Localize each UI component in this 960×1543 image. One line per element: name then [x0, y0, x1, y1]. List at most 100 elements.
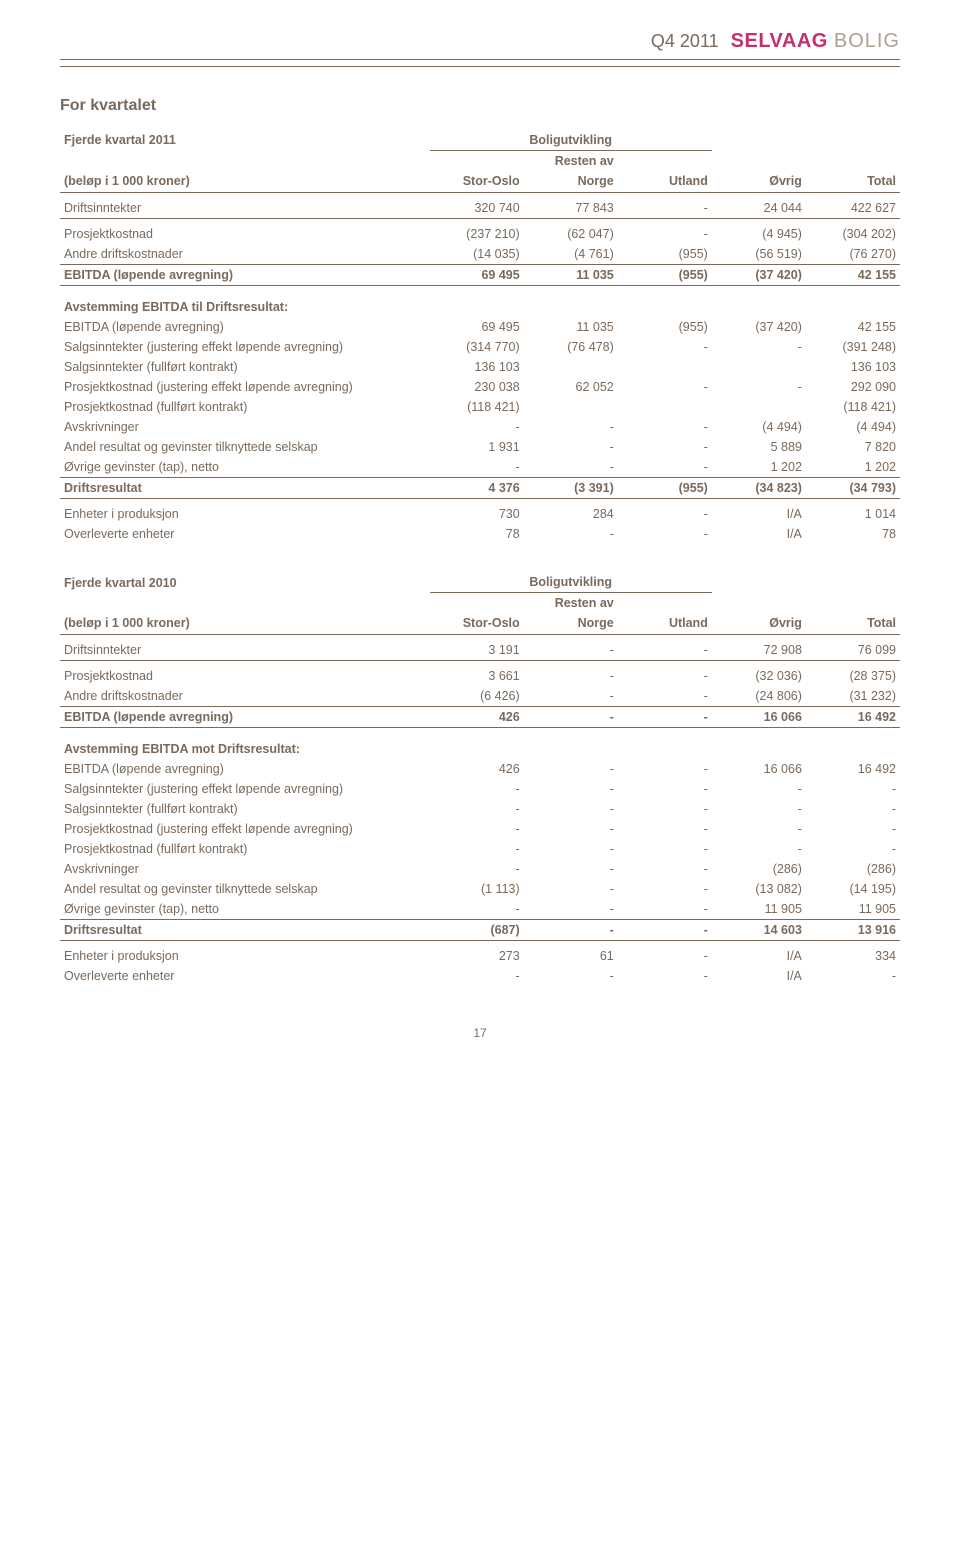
cell: 16 066	[712, 759, 806, 779]
cell: (62 047)	[524, 218, 618, 244]
cell: (14 035)	[430, 244, 524, 265]
cell: 69 495	[430, 264, 524, 285]
row-label: Prosjektkostnad (justering effekt løpend…	[60, 377, 430, 397]
row-label: Driftsresultat	[60, 920, 430, 941]
cell: 11 905	[712, 899, 806, 920]
table-row: Driftsinntekter3 191--72 90876 099	[60, 635, 900, 661]
cell: 730	[430, 498, 524, 524]
cell: -	[618, 686, 712, 707]
cell: (34 823)	[712, 477, 806, 498]
cell: -	[712, 779, 806, 799]
col-c2-top: Resten av	[524, 593, 618, 614]
table-row: Avskrivninger---(286)(286)	[60, 859, 900, 879]
cell: 11 035	[524, 317, 618, 337]
cell: 13 916	[806, 920, 900, 941]
table-row: Overleverte enheter---I/A-	[60, 966, 900, 986]
row-label: Avskrivninger	[60, 859, 430, 879]
row-label: Salgsinntekter (fullført kontrakt)	[60, 357, 430, 377]
row-label: Prosjektkostnad (justering effekt løpend…	[60, 819, 430, 839]
cell: -	[430, 859, 524, 879]
cell: -	[712, 377, 806, 397]
cell: (955)	[618, 477, 712, 498]
cell: (76 270)	[806, 244, 900, 265]
logo-bolig: BOLIG	[834, 30, 900, 53]
cell: (34 793)	[806, 477, 900, 498]
cell: (286)	[712, 859, 806, 879]
cell: (955)	[618, 264, 712, 285]
logo: SELVAAG BOLIG	[731, 30, 900, 53]
col-group: Boligutvikling	[430, 570, 712, 593]
cell	[712, 357, 806, 377]
cell: (118 421)	[806, 397, 900, 417]
cell: (3 391)	[524, 477, 618, 498]
col-c5: Total	[806, 171, 900, 193]
cell: -	[618, 899, 712, 920]
cell: 3 191	[430, 635, 524, 661]
cell: -	[430, 899, 524, 920]
cell: 24 044	[712, 192, 806, 218]
table-row: Andel resultat og gevinster tilknyttede …	[60, 879, 900, 899]
cell: 136 103	[806, 357, 900, 377]
table-row: Enheter i produksjon27361-I/A334	[60, 941, 900, 967]
cell: 11 905	[806, 899, 900, 920]
cell: (24 806)	[712, 686, 806, 707]
cell: -	[524, 819, 618, 839]
cell	[618, 285, 712, 317]
logo-selvaag: SELVAAG	[731, 30, 828, 53]
cell: -	[712, 337, 806, 357]
table-row: EBITDA (løpende avregning)69 49511 035(9…	[60, 264, 900, 285]
col-group: Boligutvikling	[430, 127, 712, 150]
cell: (37 420)	[712, 264, 806, 285]
cell: (4 945)	[712, 218, 806, 244]
row-label: Enheter i produksjon	[60, 498, 430, 524]
cell: 62 052	[524, 377, 618, 397]
row-label: Øvrige gevinster (tap), netto	[60, 457, 430, 478]
row-label: Øvrige gevinster (tap), netto	[60, 899, 430, 920]
table-row: Prosjektkostnad (fullført kontrakt)(118 …	[60, 397, 900, 417]
table-row: EBITDA (løpende avregning)426--16 06616 …	[60, 759, 900, 779]
cell: 11 035	[524, 264, 618, 285]
row-label: Driftsinntekter	[60, 192, 430, 218]
cell: (286)	[806, 859, 900, 879]
cell: (955)	[618, 244, 712, 265]
cell: (955)	[618, 317, 712, 337]
col-c3: Utland	[618, 171, 712, 193]
cell: -	[430, 966, 524, 986]
cell: -	[430, 457, 524, 478]
row-label: Overleverte enheter	[60, 966, 430, 986]
cell: -	[806, 779, 900, 799]
cell: 16 492	[806, 707, 900, 728]
cell: -	[618, 417, 712, 437]
cell: (13 082)	[712, 879, 806, 899]
cell: I/A	[712, 498, 806, 524]
cell	[712, 285, 806, 317]
cell: -	[618, 819, 712, 839]
cell: -	[806, 839, 900, 859]
table-row: EBITDA (løpende avregning)426--16 06616 …	[60, 707, 900, 728]
cell	[524, 285, 618, 317]
cell: 422 627	[806, 192, 900, 218]
section-title: For kvartalet	[60, 97, 900, 115]
table-row: Avstemming EBITDA til Driftsresultat:	[60, 285, 900, 317]
col-c5: Total	[806, 613, 900, 635]
table-row: Salgsinntekter (fullført kontrakt)-----	[60, 799, 900, 819]
row-label: EBITDA (løpende avregning)	[60, 317, 430, 337]
cell: -	[618, 457, 712, 478]
cell	[618, 357, 712, 377]
cell: -	[430, 819, 524, 839]
table-row: Avskrivninger---(4 494)(4 494)	[60, 417, 900, 437]
cell: -	[524, 524, 618, 544]
cell: (14 195)	[806, 879, 900, 899]
cell: 78	[430, 524, 524, 544]
cell	[712, 728, 806, 760]
cell: (32 036)	[712, 661, 806, 687]
cell: -	[524, 686, 618, 707]
row-label: Driftsinntekter	[60, 635, 430, 661]
cell: 16 492	[806, 759, 900, 779]
cell: -	[618, 661, 712, 687]
cell: -	[618, 192, 712, 218]
row-label: Salgsinntekter (justering effekt løpende…	[60, 337, 430, 357]
cell: -	[430, 799, 524, 819]
table-row: Enheter i produksjon730284-I/A1 014	[60, 498, 900, 524]
table-row: Øvrige gevinster (tap), netto---11 90511…	[60, 899, 900, 920]
